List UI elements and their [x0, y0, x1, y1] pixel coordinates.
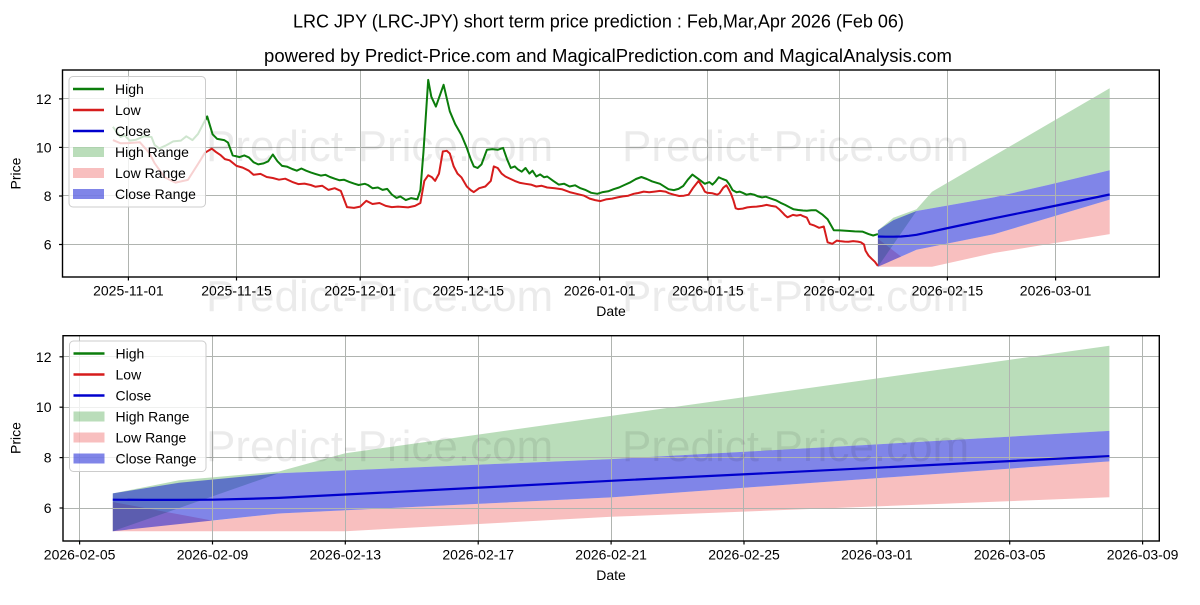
svg-text:High: High	[115, 81, 144, 97]
svg-text:2025-11-01: 2025-11-01	[93, 283, 164, 299]
svg-text:8: 8	[44, 450, 52, 466]
svg-text:Predict-Price.com: Predict-Price.com	[206, 272, 553, 321]
svg-text:2026-03-01: 2026-03-01	[1020, 283, 1092, 299]
svg-text:6: 6	[44, 500, 52, 516]
svg-text:Low Range: Low Range	[115, 165, 186, 181]
svg-text:Price: Price	[8, 422, 24, 454]
svg-text:2026-02-09: 2026-02-09	[177, 547, 249, 563]
svg-text:Predict-Price.com: Predict-Price.com	[622, 422, 969, 471]
svg-text:10: 10	[36, 399, 52, 415]
svg-text:8: 8	[44, 188, 52, 204]
svg-text:powered by Predict-Price.com a: powered by Predict-Price.com and Magical…	[264, 45, 952, 66]
svg-text:2026-02-01: 2026-02-01	[803, 283, 875, 299]
svg-text:High Range: High Range	[115, 144, 189, 160]
svg-text:2026-03-01: 2026-03-01	[841, 547, 913, 563]
svg-text:Predict-Price.com: Predict-Price.com	[622, 122, 969, 171]
svg-text:2026-02-17: 2026-02-17	[442, 547, 514, 563]
svg-text:12: 12	[36, 349, 52, 365]
svg-text:High Range: High Range	[116, 409, 190, 425]
svg-text:Price: Price	[8, 157, 24, 189]
svg-text:Date: Date	[596, 303, 626, 319]
svg-text:2025-11-15: 2025-11-15	[201, 283, 272, 299]
svg-text:Date: Date	[596, 567, 626, 583]
svg-text:2026-03-05: 2026-03-05	[974, 547, 1046, 563]
svg-text:Close: Close	[116, 388, 152, 404]
svg-text:Low: Low	[115, 102, 142, 118]
svg-text:2025-12-01: 2025-12-01	[324, 283, 396, 299]
svg-text:10: 10	[36, 139, 52, 155]
svg-text:2026-01-15: 2026-01-15	[672, 283, 744, 299]
svg-text:Close: Close	[115, 123, 151, 139]
svg-text:Low: Low	[116, 367, 143, 383]
svg-text:12: 12	[36, 91, 52, 107]
svg-text:2026-02-15: 2026-02-15	[912, 283, 984, 299]
svg-text:Close Range: Close Range	[116, 451, 197, 467]
svg-text:6: 6	[44, 237, 52, 253]
svg-text:Predict-Price.com: Predict-Price.com	[206, 422, 553, 471]
svg-text:2026-01-01: 2026-01-01	[564, 283, 636, 299]
svg-text:Low Range: Low Range	[116, 430, 187, 446]
svg-text:LRC JPY (LRC-JPY) short term p: LRC JPY (LRC-JPY) short term price predi…	[293, 12, 904, 32]
svg-text:2026-02-21: 2026-02-21	[575, 547, 647, 563]
svg-text:Predict-Price.com: Predict-Price.com	[622, 272, 969, 321]
svg-text:2026-03-09: 2026-03-09	[1107, 547, 1179, 563]
svg-text:2026-02-13: 2026-02-13	[309, 547, 381, 563]
svg-text:High: High	[116, 346, 145, 362]
svg-text:2025-12-15: 2025-12-15	[432, 283, 504, 299]
svg-text:2026-02-25: 2026-02-25	[708, 547, 780, 563]
svg-text:Close Range: Close Range	[115, 186, 196, 202]
svg-text:2026-02-05: 2026-02-05	[44, 547, 116, 563]
